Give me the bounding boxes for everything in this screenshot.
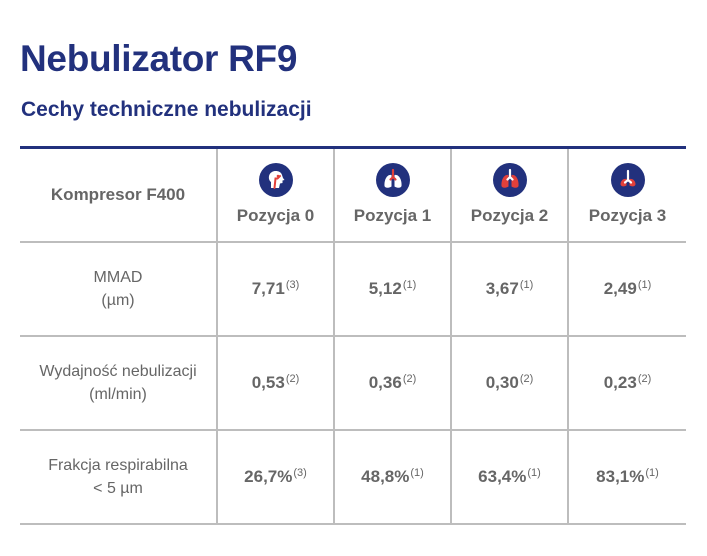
cell-footnote: (1) xyxy=(402,278,417,291)
row-label-line1: Frakcja respirabilna xyxy=(48,456,188,474)
value-cell: 7,71(3) xyxy=(216,241,334,337)
cell-footnote: (2) xyxy=(637,372,652,385)
cell-footnote: (3) xyxy=(285,278,300,291)
page-subtitle: Cechy techniczne nebulizacji xyxy=(21,98,312,121)
value-cell: 5,12(1) xyxy=(333,241,451,337)
head-airway-icon xyxy=(258,163,293,198)
cell-footnote: (1) xyxy=(519,278,534,291)
cell-value: 2,49 xyxy=(603,278,637,298)
cell-footnote: (2) xyxy=(285,372,300,385)
table-row-nebulization-rate: Wydajność nebulizacji (ml/min) 0,53(2) 0… xyxy=(20,335,686,431)
value-cell: 0,30(2) xyxy=(450,335,568,431)
row-label-line2: (µm) xyxy=(101,291,135,309)
cell-value: 26,7% xyxy=(244,466,293,486)
cell-footnote: (1) xyxy=(645,466,659,479)
spec-table: Kompresor F400 Pozycja 0 Pozycja 1 xyxy=(20,146,686,525)
table-row-mmad: MMAD (µm) 7,71(3) 5,12(1) 3,67(1) 2,49(1… xyxy=(20,241,686,337)
compressor-label: Kompresor F400 xyxy=(20,147,217,243)
cell-value: 0,36 xyxy=(368,372,402,392)
column-header-position-2: Pozycja 2 xyxy=(450,147,568,243)
cell-footnote: (1) xyxy=(637,278,652,291)
row-label-nebulization-rate: Wydajność nebulizacji (ml/min) xyxy=(20,335,217,431)
cell-value: 0,23 xyxy=(603,372,637,392)
position-label: Pozycja 2 xyxy=(470,206,549,226)
cell-value: 5,12 xyxy=(368,278,402,298)
value-cell: 0,23(2) xyxy=(567,335,686,431)
column-header-position-3: Pozycja 3 xyxy=(567,147,686,243)
column-header-position-0: Pozycja 0 xyxy=(216,147,334,243)
table-header-row: Kompresor F400 Pozycja 0 Pozycja 1 xyxy=(20,147,686,243)
position-label: Pozycja 1 xyxy=(353,206,432,226)
position-label: Pozycja 0 xyxy=(236,206,315,226)
cell-value: 0,30 xyxy=(485,372,519,392)
value-cell: 0,36(2) xyxy=(333,335,451,431)
cell-footnote: (3) xyxy=(293,466,307,479)
lungs-deep-icon xyxy=(610,163,645,198)
cell-value: 0,53 xyxy=(251,372,285,392)
cell-footnote: (1) xyxy=(527,466,541,479)
column-header-position-1: Pozycja 1 xyxy=(333,147,451,243)
value-cell: 0,53(2) xyxy=(216,335,334,431)
cell-footnote: (1) xyxy=(410,466,424,479)
cell-value: 63,4% xyxy=(478,466,527,486)
table-row-respirable-fraction: Frakcja respirabilna < 5 µm 26,7%(3) 48,… xyxy=(20,429,686,525)
page-title: Nebulizator RF9 xyxy=(20,38,298,79)
position-label: Pozycja 3 xyxy=(588,206,667,226)
value-cell: 3,67(1) xyxy=(450,241,568,337)
row-label-mmad: MMAD (µm) xyxy=(20,241,217,337)
value-cell: 26,7%(3) xyxy=(216,429,334,525)
cell-value: 7,71 xyxy=(251,278,285,298)
row-label-line2: (ml/min) xyxy=(89,385,147,403)
row-label-line2: < 5 µm xyxy=(93,479,143,497)
cell-footnote: (2) xyxy=(519,372,534,385)
value-cell: 83,1%(1) xyxy=(567,429,686,525)
lungs-upper-icon xyxy=(375,163,410,198)
row-label-respirable-fraction: Frakcja respirabilna < 5 µm xyxy=(20,429,217,525)
value-cell: 48,8%(1) xyxy=(333,429,451,525)
cell-value: 48,8% xyxy=(361,466,410,486)
cell-footnote: (2) xyxy=(402,372,417,385)
lungs-mid-icon xyxy=(492,163,527,198)
cell-value: 3,67 xyxy=(485,278,519,298)
value-cell: 2,49(1) xyxy=(567,241,686,337)
value-cell: 63,4%(1) xyxy=(450,429,568,525)
cell-value: 83,1% xyxy=(596,466,645,486)
row-label-line1: Wydajność nebulizacji xyxy=(39,362,197,380)
row-label-line1: MMAD xyxy=(93,268,143,286)
